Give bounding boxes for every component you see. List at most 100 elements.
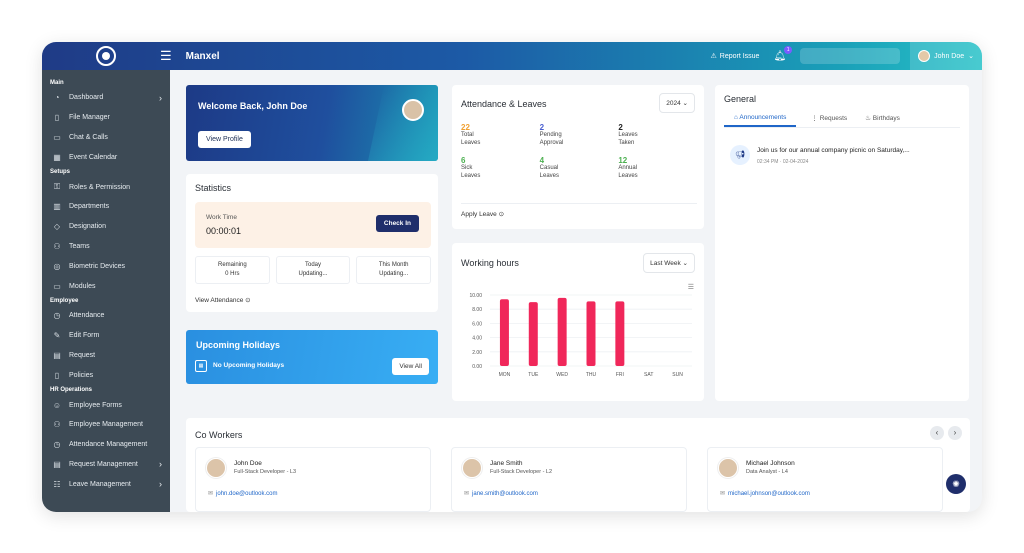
sidebar-item-request-management[interactable]: ▤ Request Management ›	[42, 455, 170, 475]
app-window: ☰ Manxel ⚠ Report Issue 🔔︎ 1 John Doe ⌄ M…	[42, 42, 982, 512]
apply-leave-link[interactable]: Apply Leave ⊙	[461, 210, 504, 218]
bar-thu[interactable]	[586, 301, 596, 366]
sidebar-item-label: Attendance	[69, 312, 105, 320]
view-attendance-link[interactable]: View Attendance ⊙	[195, 296, 251, 304]
y-tick-label: 8.00	[472, 307, 482, 313]
email-text: john.doe@outlook.com	[216, 491, 278, 497]
working-hours-chart: 10.00 8.00 6.00 4.00 2.00 0.00 MON TUE WED THU FRI…	[469, 293, 692, 378]
tile-label: This Month	[378, 262, 409, 268]
email-text: jane.smith@outlook.com	[472, 491, 538, 497]
x-tick-label: WED	[556, 372, 568, 378]
sidebar-item-label: Departments	[69, 203, 110, 211]
coworker-card[interactable]: John Doe Full-Stack Developer - L3 ✉ john…	[195, 447, 431, 512]
coworker-email[interactable]: ✉ jane.smith@outlook.com	[464, 490, 538, 497]
sidebar-item-roles-permission[interactable]: ⚿ Roles & Permission	[42, 177, 170, 197]
upcoming-holidays-card: Upcoming Holidays ▦ No Upcoming Holidays…	[186, 330, 438, 384]
chart-menu-icon[interactable]: ☰	[687, 284, 694, 291]
check-in-button[interactable]: Check In	[375, 215, 419, 232]
leave-stat: 22 Total Leaves	[461, 123, 540, 147]
policy-icon: ▯	[54, 370, 60, 380]
sidebar-item-edit-form[interactable]: ✎ Edit Form	[42, 326, 170, 346]
x-tick-label: SUN	[672, 372, 683, 378]
sidebar-item-teams[interactable]: ⚇ Teams	[42, 237, 170, 257]
sidebar-item-request[interactable]: ▤ Request	[42, 346, 170, 366]
leave-stat-label: Leaves Taken	[618, 132, 638, 146]
notification-bell-icon[interactable]: 🔔︎ 1	[773, 45, 793, 62]
view-profile-button[interactable]: View Profile	[198, 131, 251, 148]
sidebar-item-modules[interactable]: ▭ Modules	[42, 276, 170, 296]
leave-stat-value: 4	[539, 156, 545, 165]
search-input[interactable]	[800, 48, 901, 64]
mail-icon: ✉	[720, 491, 726, 497]
sidebar-item-label: Policies	[69, 371, 94, 379]
arrow-right-icon: ⊙	[498, 211, 505, 218]
coworker-name: John Doe	[234, 460, 262, 467]
tab-announcements[interactable]: ⌂ Announcements	[724, 111, 797, 127]
hamburger-menu-icon[interactable]: ☰	[160, 48, 172, 63]
edit-icon: ✎	[53, 331, 61, 341]
sidebar-item-file-manager[interactable]: ▯ File Manager	[42, 108, 170, 128]
chevron-down-icon: ⌄	[682, 260, 688, 267]
bar-mon[interactable]	[499, 299, 509, 366]
y-tick-label: 0.00	[472, 364, 482, 370]
sidebar-item-label: Biometric Devices	[69, 262, 126, 270]
coworker-card[interactable]: Jane Smith Full-Stack Developer - L2 ✉ ja…	[451, 447, 687, 512]
working-hours-card: Working hours Last Week ⌄ ☰ 10.00 8.00 6.0…	[452, 243, 704, 401]
sidebar-item-attendance[interactable]: ◷ Attendance	[42, 306, 170, 326]
leave-stat-label: Total Leaves	[461, 132, 481, 146]
next-arrow-icon[interactable]: ›	[948, 426, 962, 440]
leave-stat-label: Casual Leaves	[539, 165, 560, 179]
range-select[interactable]: Last Week ⌄	[643, 253, 695, 273]
bar-fri[interactable]	[615, 301, 625, 366]
tab-requests[interactable]: ⋮ Requests	[808, 111, 850, 127]
user-menu[interactable]: John Doe ⌄	[910, 42, 982, 70]
sidebar-item-leave-management[interactable]: ☷ Leave Management ›	[42, 474, 170, 494]
year-select[interactable]: 2024 ⌄	[659, 93, 695, 113]
tab-birthdays[interactable]: ♨ Birthdays	[862, 111, 903, 127]
coworker-email[interactable]: ✉ john.doe@outlook.com	[208, 490, 278, 497]
sidebar-item-designation[interactable]: ◇ Designation	[42, 217, 170, 237]
leave-stat-label: Pending Approval	[539, 132, 564, 146]
leave-stat-label: Sick Leaves	[461, 165, 481, 179]
sidebar-item-label: Employee Forms	[69, 401, 122, 409]
users-icon: ⚇	[53, 420, 61, 430]
sidebar-item-departments[interactable]: ▥ Departments	[42, 197, 170, 217]
coworker-role: Data Analyst - L4	[746, 469, 788, 475]
sidebar-item-attendance-management[interactable]: ◷ Attendance Management	[42, 435, 170, 455]
assistant-fab-icon[interactable]: ✺	[946, 474, 966, 494]
x-tick-label: FRI	[616, 372, 624, 378]
attendance-leaves-card: Attendance & Leaves 2024 ⌄ 22 Total Leave…	[452, 85, 704, 229]
sidebar-item-dashboard[interactable]: ◔ Dashboard ›	[42, 88, 170, 108]
y-tick-label: 6.00	[472, 321, 482, 327]
dashboard-icon: ◔	[54, 93, 60, 103]
leave-stat: 4 Casual Leaves	[540, 156, 619, 180]
sidebar-item-event-calendar[interactable]: ▦ Event Calendar	[42, 147, 170, 167]
chevron-down-icon: ⌄	[682, 100, 688, 107]
previous-arrow-icon[interactable]: ‹	[930, 426, 944, 440]
bar-wed[interactable]	[557, 297, 567, 366]
sidebar-item-employee-management[interactable]: ⚇ Employee Management	[42, 415, 170, 435]
sidebar-item-policies[interactable]: ▯ Policies	[42, 365, 170, 385]
working-hours-title: Working hours	[461, 258, 519, 268]
coworker-card[interactable]: Michael Johnson Data Analyst - L4 ✉ micha…	[707, 447, 943, 512]
general-tabs: ⌂ Announcements ⋮ Requests ♨ Birthdays	[724, 111, 960, 128]
y-tick-label: 10.00	[469, 293, 482, 299]
top-bar: ☰ Manxel ⚠ Report Issue 🔔︎ 1 John Doe ⌄	[42, 42, 982, 70]
x-tick-label: SAT	[644, 372, 653, 378]
sidebar-item-chat-calls[interactable]: ▭ Chat & Calls	[42, 128, 170, 148]
sidebar-item-label: Roles & Permission	[69, 183, 131, 191]
coworker-email[interactable]: ✉ michael.johnson@outlook.com	[720, 490, 810, 497]
sidebar-item-label: Attendance Management	[69, 441, 148, 449]
view-all-button[interactable]: View All	[392, 358, 429, 375]
logo[interactable]	[42, 42, 170, 70]
leave-stat-value: 6	[461, 156, 466, 165]
sidebar-item-employee-forms[interactable]: ☺ Employee Forms	[42, 395, 170, 415]
sidebar-item-biometric-devices[interactable]: ◎ Biometric Devices	[42, 256, 170, 276]
fingerprint-icon: ◎	[53, 261, 61, 271]
report-issue-button[interactable]: ⚠ Report Issue	[710, 52, 759, 61]
sidebar-item-label: File Manager	[69, 114, 110, 122]
request-icon: ▤	[53, 350, 61, 360]
sidebar-section-employee: Employee	[50, 297, 79, 304]
year-value: 2024	[666, 100, 681, 107]
bar-tue[interactable]	[528, 302, 538, 366]
